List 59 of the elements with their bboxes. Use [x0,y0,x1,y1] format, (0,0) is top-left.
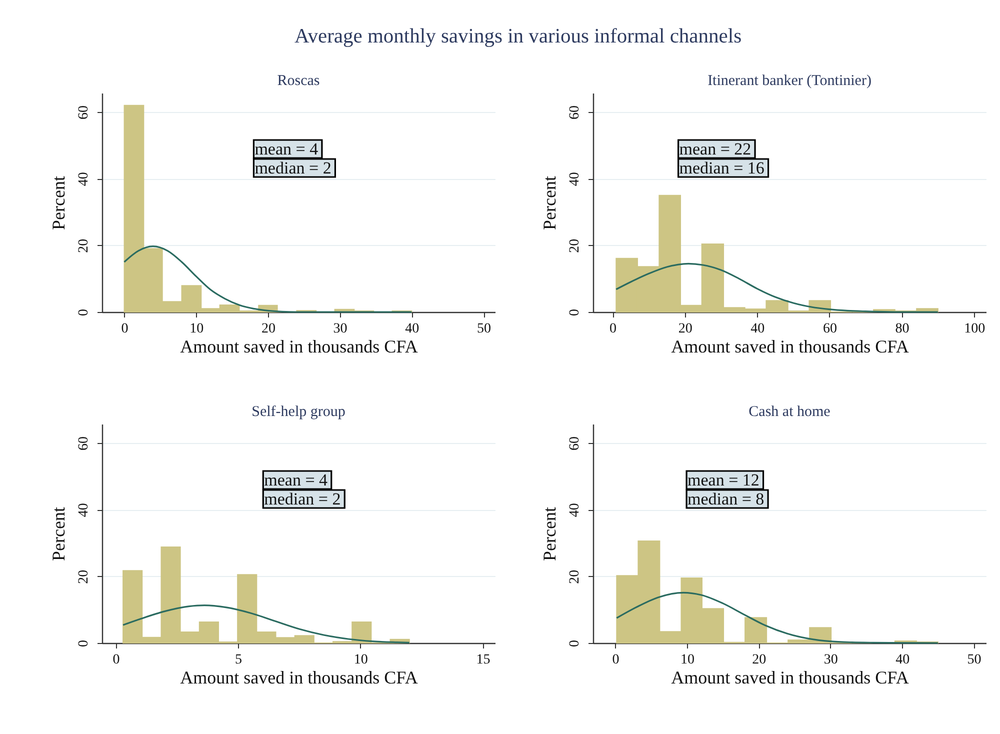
text: Average monthly savings in various informal channels [294,26,742,48]
x-tick-label: 50 [477,322,492,336]
x-axis-title: Amount saved in thousands CFA [671,668,909,688]
x-tick-label: 50 [967,652,982,668]
x-tick-label: 40 [896,652,910,668]
x-axis-title: Amount saved in thousands CFA [180,336,418,356]
chart-title: Self-help group [252,404,346,420]
y-tick-label: 40 [568,503,582,518]
y-axis-title: Percent [48,176,68,230]
x-tick-label: 80 [895,322,910,336]
y-tick-label: 40 [76,172,92,186]
x-tick-label: 0 [612,652,620,668]
y-tick-label: 0 [568,640,582,647]
y-tick-label: 0 [568,309,582,316]
annotation: median = 16 [679,158,764,178]
x-tick-label: 100 [964,322,986,336]
x-tick-label: 20 [261,322,276,336]
y-tick-label: 60 [76,106,92,120]
y-tick-label: 40 [76,503,92,518]
y-tick-label: 0 [76,640,92,647]
y-axis-title: Percent [540,507,560,561]
y-tick-label: 40 [568,172,582,186]
annotation: mean = 22 [679,140,752,158]
x-tick-label: 0 [112,652,120,668]
annotation: median = 2 [254,158,332,178]
x-axis-title: Amount saved in thousands CFA [180,668,418,688]
x-tick-label: 20 [678,322,692,336]
annotation: mean = 4 [264,470,328,490]
x-tick-label: 5 [235,652,242,668]
x-tick-label: 0 [610,322,617,336]
x-tick-label: 20 [752,652,766,668]
chart-title: Cash at home [748,404,831,420]
y-axis-title: Percent [540,176,560,230]
y-tick-label: 20 [568,238,582,253]
y-tick-label: 60 [568,106,582,120]
annotation: mean = 12 [688,470,760,490]
x-tick-label: 40 [405,322,420,336]
y-tick-label: 20 [76,238,92,253]
y-tick-label: 60 [568,436,582,450]
x-tick-label: 10 [354,652,368,668]
x-tick-label: 0 [121,322,128,336]
x-tick-label: 40 [750,322,765,336]
x-axis-title: Amount saved in thousands CFA [671,336,909,356]
x-tick-label: 30 [333,322,348,336]
y-tick-label: 20 [568,570,582,584]
y-tick-label: 0 [76,309,92,316]
x-tick-label: 10 [190,322,204,336]
x-tick-label: 15 [476,652,490,668]
x-tick-label: 30 [824,652,838,668]
annotation: mean = 4 [254,140,319,158]
x-tick-label: 10 [680,652,694,668]
x-tick-label: 60 [822,322,837,336]
chart-title: Roscas [277,73,320,89]
y-tick-label: 60 [76,436,92,450]
annotation: median = 2 [264,490,341,508]
y-tick-label: 20 [76,570,92,584]
chart-title: Itinerant banker (Tontinier) [708,73,872,89]
y-axis-title: Percent [48,507,68,561]
annotation: median = 8 [688,490,764,508]
